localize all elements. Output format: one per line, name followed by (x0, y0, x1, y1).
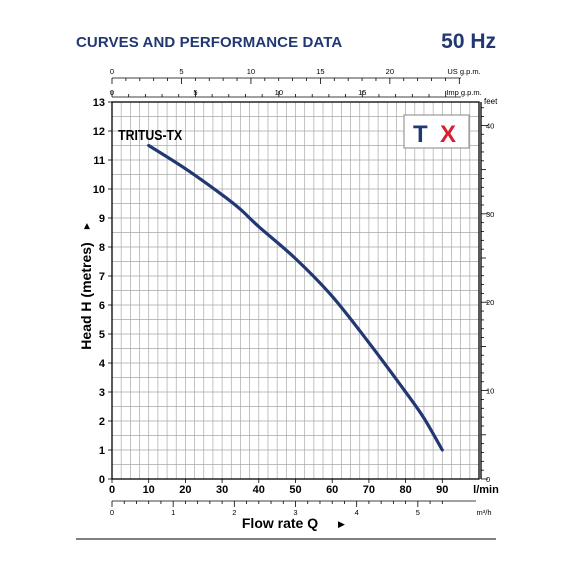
feet-tick-label: 0 (486, 475, 490, 484)
imp-gpm-tick-label: 5 (193, 88, 197, 97)
y-tick-label: 1 (99, 445, 105, 457)
m3h-tick-label: 3 (293, 508, 297, 517)
us-gpm-tick-label: 5 (179, 67, 183, 76)
series-label: TRITUS-TX (118, 127, 183, 143)
feet-unit-label: feet (484, 97, 498, 106)
x-tick-label: 10 (143, 484, 155, 496)
logo-letter-t: T (413, 121, 428, 148)
m3h-tick-label: 2 (232, 508, 236, 517)
chart-ticks (108, 78, 488, 507)
us-gpm-tick-label: 10 (247, 67, 255, 76)
m3h-tick-label: 0 (110, 508, 114, 517)
y-axis-label: Head H (metres) (78, 242, 94, 349)
x-axis-arrow-icon: ▶ (338, 519, 345, 529)
y-tick-label: 13 (93, 97, 105, 109)
y-tick-label: 0 (99, 474, 105, 486)
y-tick-label: 4 (99, 358, 106, 370)
y-tick-label: 2 (99, 416, 105, 428)
tx-logo: T X (403, 114, 470, 149)
us-gpm-unit-label: US g.p.m. (447, 67, 480, 76)
y-tick-label: 10 (93, 184, 105, 196)
imp-gpm-tick-label: 15 (358, 88, 366, 97)
logo-letter-x: X (440, 121, 456, 148)
chart-curve (147, 143, 444, 452)
feet-tick-label: 40 (486, 121, 494, 130)
x-tick-label: 70 (363, 484, 375, 496)
imp-gpm-tick-label: 0 (110, 88, 114, 97)
chart-grid (112, 102, 479, 479)
m3h-tick-label: 5 (416, 508, 420, 517)
x-tick-label: 90 (436, 484, 448, 496)
chart-title: CURVES AND PERFORMANCE DATA (76, 34, 343, 51)
y-tick-label: 11 (93, 155, 105, 167)
x-unit-label: l/min (473, 484, 499, 496)
frequency-label: 50 Hz (441, 30, 496, 53)
m3h-tick-label: 4 (355, 508, 359, 517)
y-tick-label: 5 (99, 329, 105, 341)
us-gpm-tick-label: 15 (316, 67, 324, 76)
m3h-tick-label: 1 (171, 508, 175, 517)
m3h-unit-label: m³/h (477, 508, 492, 517)
x-tick-label: 30 (216, 484, 228, 496)
y-tick-label: 6 (99, 300, 105, 312)
x-tick-label: 80 (399, 484, 411, 496)
feet-tick-label: 20 (486, 298, 494, 307)
y-tick-label: 12 (93, 126, 105, 138)
y-axis-arrow-icon: ▶ (82, 222, 91, 229)
x-tick-label: 0 (109, 484, 115, 496)
us-gpm-tick-label: 20 (386, 67, 394, 76)
x-tick-label: 40 (253, 484, 265, 496)
y-tick-label: 7 (99, 271, 105, 283)
y-tick-label: 9 (99, 213, 105, 225)
x-tick-label: 20 (179, 484, 191, 496)
feet-tick-label: 30 (486, 210, 494, 219)
imp-gpm-unit-label: Imp g.p.m. (446, 88, 481, 97)
x-tick-label: 50 (289, 484, 301, 496)
y-tick-label: 3 (99, 387, 105, 399)
x-axis-label: Flow rate Q (242, 515, 318, 531)
x-tick-label: 60 (326, 484, 338, 496)
y-tick-label: 8 (99, 242, 105, 254)
us-gpm-tick-label: 0 (110, 67, 114, 76)
imp-gpm-tick-label: 10 (275, 88, 283, 97)
feet-tick-label: 10 (486, 387, 494, 396)
series-line-tritus-tx (147, 143, 444, 452)
